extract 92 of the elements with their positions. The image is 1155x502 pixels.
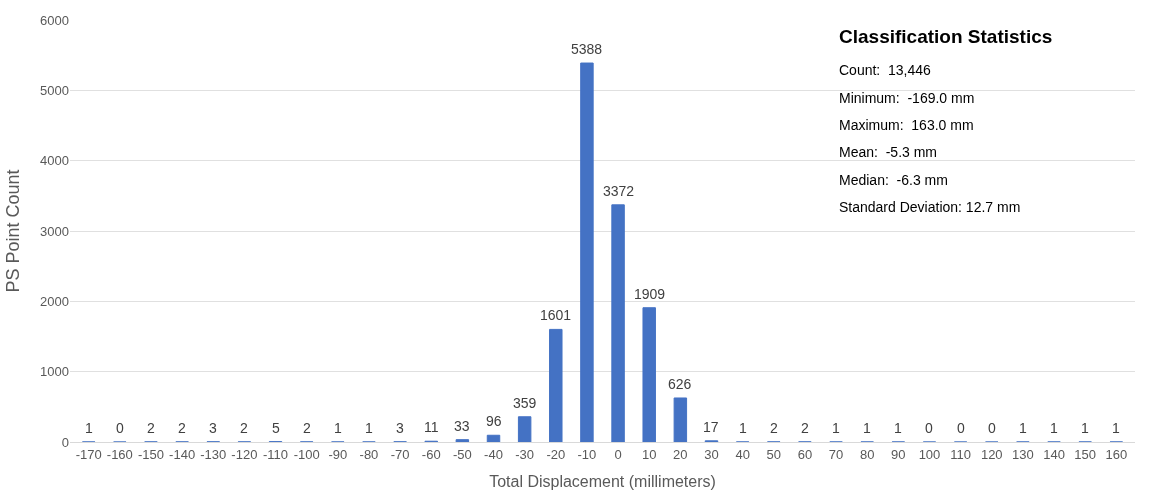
x-tick-label: -90 bbox=[328, 446, 348, 462]
y-tick-label: 4000 bbox=[40, 153, 69, 169]
data-label: 0 bbox=[988, 420, 996, 436]
data-label: 2 bbox=[770, 420, 778, 436]
data-label: 2 bbox=[147, 420, 155, 436]
x-tick-label: -170 bbox=[75, 446, 102, 462]
y-tick-label: 1000 bbox=[40, 364, 69, 380]
x-tick-label: -70 bbox=[390, 446, 410, 462]
x-tick-label: 10 bbox=[641, 446, 657, 462]
bar bbox=[611, 204, 625, 442]
data-label: 3 bbox=[209, 420, 217, 436]
data-label: 1 bbox=[1112, 420, 1120, 436]
x-tick-label: -120 bbox=[231, 446, 258, 462]
x-tick-label: -50 bbox=[452, 446, 472, 462]
x-tick-label: 100 bbox=[918, 446, 941, 462]
y-tick-label: 5000 bbox=[40, 82, 69, 98]
x-tick-label: -30 bbox=[515, 446, 535, 462]
annotation: Classification Statistics bbox=[839, 26, 1053, 47]
x-tick-label: -10 bbox=[577, 446, 597, 462]
data-label: 2 bbox=[240, 420, 248, 436]
x-tick-label: 80 bbox=[859, 446, 875, 462]
x-tick-label: -80 bbox=[359, 446, 379, 462]
data-label: 1909 bbox=[634, 286, 666, 302]
data-label: 1 bbox=[894, 420, 902, 436]
bar bbox=[580, 62, 594, 442]
y-tick-label: 6000 bbox=[40, 12, 69, 28]
x-tick-label: 20 bbox=[673, 446, 688, 462]
x-tick-label: 110 bbox=[950, 446, 971, 462]
x-tick-label: 40 bbox=[735, 446, 750, 462]
y-tick-label: 2000 bbox=[40, 293, 69, 309]
bar bbox=[455, 439, 470, 442]
x-tick-label: 130 bbox=[1012, 446, 1034, 462]
data-label: 5 bbox=[272, 420, 280, 436]
data-label: 1 bbox=[1081, 420, 1089, 436]
x-tick-label: 160 bbox=[1105, 446, 1128, 462]
data-label: 0 bbox=[925, 420, 933, 436]
data-label: 3372 bbox=[603, 183, 635, 199]
y-axis-title: PS Point Count bbox=[3, 169, 24, 293]
x-tick-label: 60 bbox=[797, 446, 813, 462]
annotation: Median: -6.3 mm bbox=[839, 172, 948, 188]
x-tick-label: -100 bbox=[293, 446, 320, 462]
data-label: 1 bbox=[85, 420, 93, 436]
data-label: 11 bbox=[424, 419, 439, 435]
annotation: Count: 13,446 bbox=[839, 62, 932, 78]
y-tick-label: 0 bbox=[61, 434, 69, 450]
data-label: 1 bbox=[739, 420, 747, 436]
bar bbox=[517, 416, 532, 442]
data-label: 2 bbox=[801, 420, 809, 436]
x-tick-label: -150 bbox=[137, 446, 164, 462]
annotation: Minimum: -169.0 mm bbox=[839, 90, 975, 106]
bar bbox=[642, 307, 656, 442]
x-tick-label: 30 bbox=[704, 446, 719, 462]
data-label: 5388 bbox=[571, 41, 603, 57]
x-tick-label: 50 bbox=[766, 446, 781, 462]
x-tick-label: -60 bbox=[421, 446, 441, 462]
data-label: 17 bbox=[703, 419, 719, 435]
annotation: Standard Deviation: 12.7 mm bbox=[839, 199, 1021, 215]
data-label: 3 bbox=[396, 420, 404, 436]
x-tick-label: 0 bbox=[614, 446, 622, 462]
data-label: 33 bbox=[454, 418, 470, 434]
x-tick-label: -130 bbox=[200, 446, 227, 462]
x-tick-label: 140 bbox=[1043, 446, 1065, 462]
bar bbox=[486, 434, 501, 442]
data-label: 1 bbox=[832, 420, 840, 436]
x-tick-label: -20 bbox=[546, 446, 566, 462]
data-label: 0 bbox=[116, 420, 124, 436]
data-label: 0 bbox=[957, 420, 965, 436]
data-label: 1 bbox=[1050, 420, 1058, 436]
data-label: 1 bbox=[365, 420, 373, 436]
x-tick-label: -40 bbox=[484, 446, 503, 462]
data-label: 359 bbox=[513, 395, 537, 411]
annotation: Maximum: 163.0 mm bbox=[839, 117, 974, 133]
data-label: 96 bbox=[486, 413, 502, 429]
data-label: 1 bbox=[1019, 420, 1027, 436]
x-tick-label: 90 bbox=[891, 446, 906, 462]
bar bbox=[673, 397, 688, 442]
x-tick-label: -160 bbox=[106, 446, 133, 462]
data-label: 1 bbox=[334, 420, 342, 436]
annotation: Mean: -5.3 mm bbox=[839, 144, 938, 160]
data-label: 2 bbox=[303, 420, 311, 436]
bar bbox=[549, 328, 563, 442]
data-label: 1 bbox=[863, 420, 871, 436]
y-tick-label: 3000 bbox=[40, 223, 69, 239]
x-tick-label: 120 bbox=[980, 446, 1003, 462]
x-tick-label: -110 bbox=[263, 446, 289, 462]
x-tick-label: 150 bbox=[1074, 446, 1097, 462]
data-label: 2 bbox=[178, 420, 186, 436]
x-tick-label: 70 bbox=[828, 446, 844, 462]
data-label: 1601 bbox=[540, 307, 572, 323]
x-tick-label: -140 bbox=[169, 446, 196, 462]
data-label: 626 bbox=[668, 376, 692, 392]
x-axis-title: Total Displacement (millimeters) bbox=[489, 473, 716, 491]
